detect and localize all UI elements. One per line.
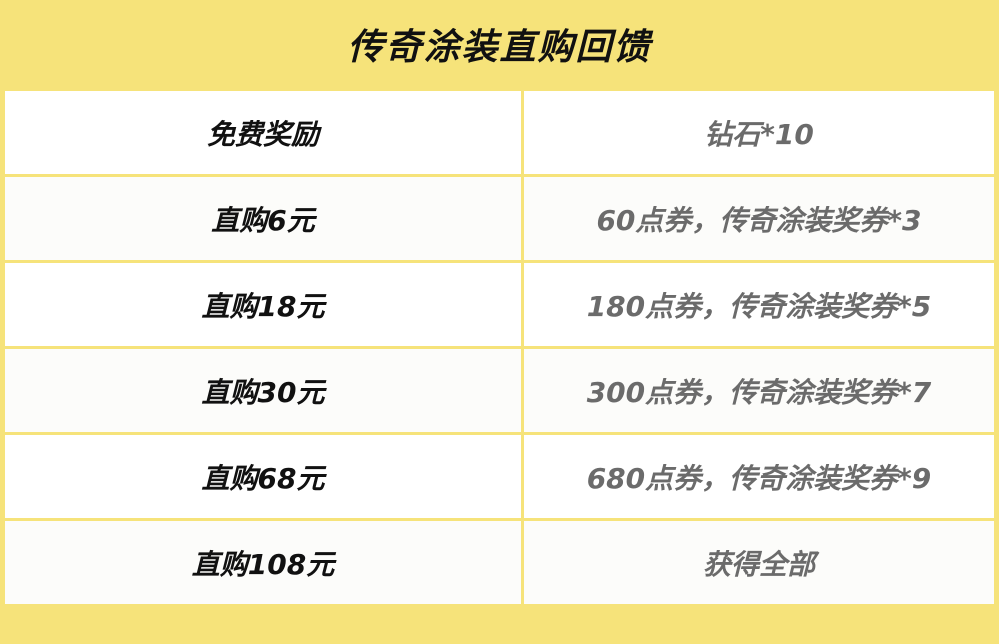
- reward-cell: 180点券，传奇涂装奖券*5: [521, 260, 997, 349]
- reward-cell: 680点券，传奇涂装奖券*9: [521, 432, 997, 521]
- reward-cell: 300点券，传奇涂装奖券*7: [521, 346, 997, 435]
- tier-cell: 直购18元: [2, 260, 524, 349]
- table-row: 直购30元 300点券，传奇涂装奖券*7: [2, 346, 997, 435]
- table-row: 直购18元 180点券，传奇涂装奖券*5: [2, 260, 997, 349]
- tier-cell: 直购6元: [2, 174, 524, 263]
- reward-cell: 钻石*10: [521, 88, 997, 177]
- reward-table: 免费奖励 钻石*10 直购6元 60点券，传奇涂装奖券*3 直购18元 180点券，传…: [2, 88, 997, 607]
- table-row: 直购108元 获得全部: [2, 518, 997, 607]
- table-header: 传奇涂装直购回馈: [0, 0, 999, 88]
- table-row: 免费奖励 钻石*10: [2, 88, 997, 177]
- reward-cell: 获得全部: [521, 518, 997, 607]
- table-row: 直购68元 680点券，传奇涂装奖券*9: [2, 432, 997, 521]
- page-title: 传奇涂装直购回馈: [347, 27, 652, 68]
- tier-cell: 直购68元: [2, 432, 524, 521]
- tier-cell: 直购30元: [2, 346, 524, 435]
- tier-cell: 免费奖励: [2, 88, 524, 177]
- tier-cell: 直购108元: [2, 518, 524, 607]
- table-row: 直购6元 60点券，传奇涂装奖券*3: [2, 174, 997, 263]
- reward-cell: 60点券，传奇涂装奖券*3: [521, 174, 997, 263]
